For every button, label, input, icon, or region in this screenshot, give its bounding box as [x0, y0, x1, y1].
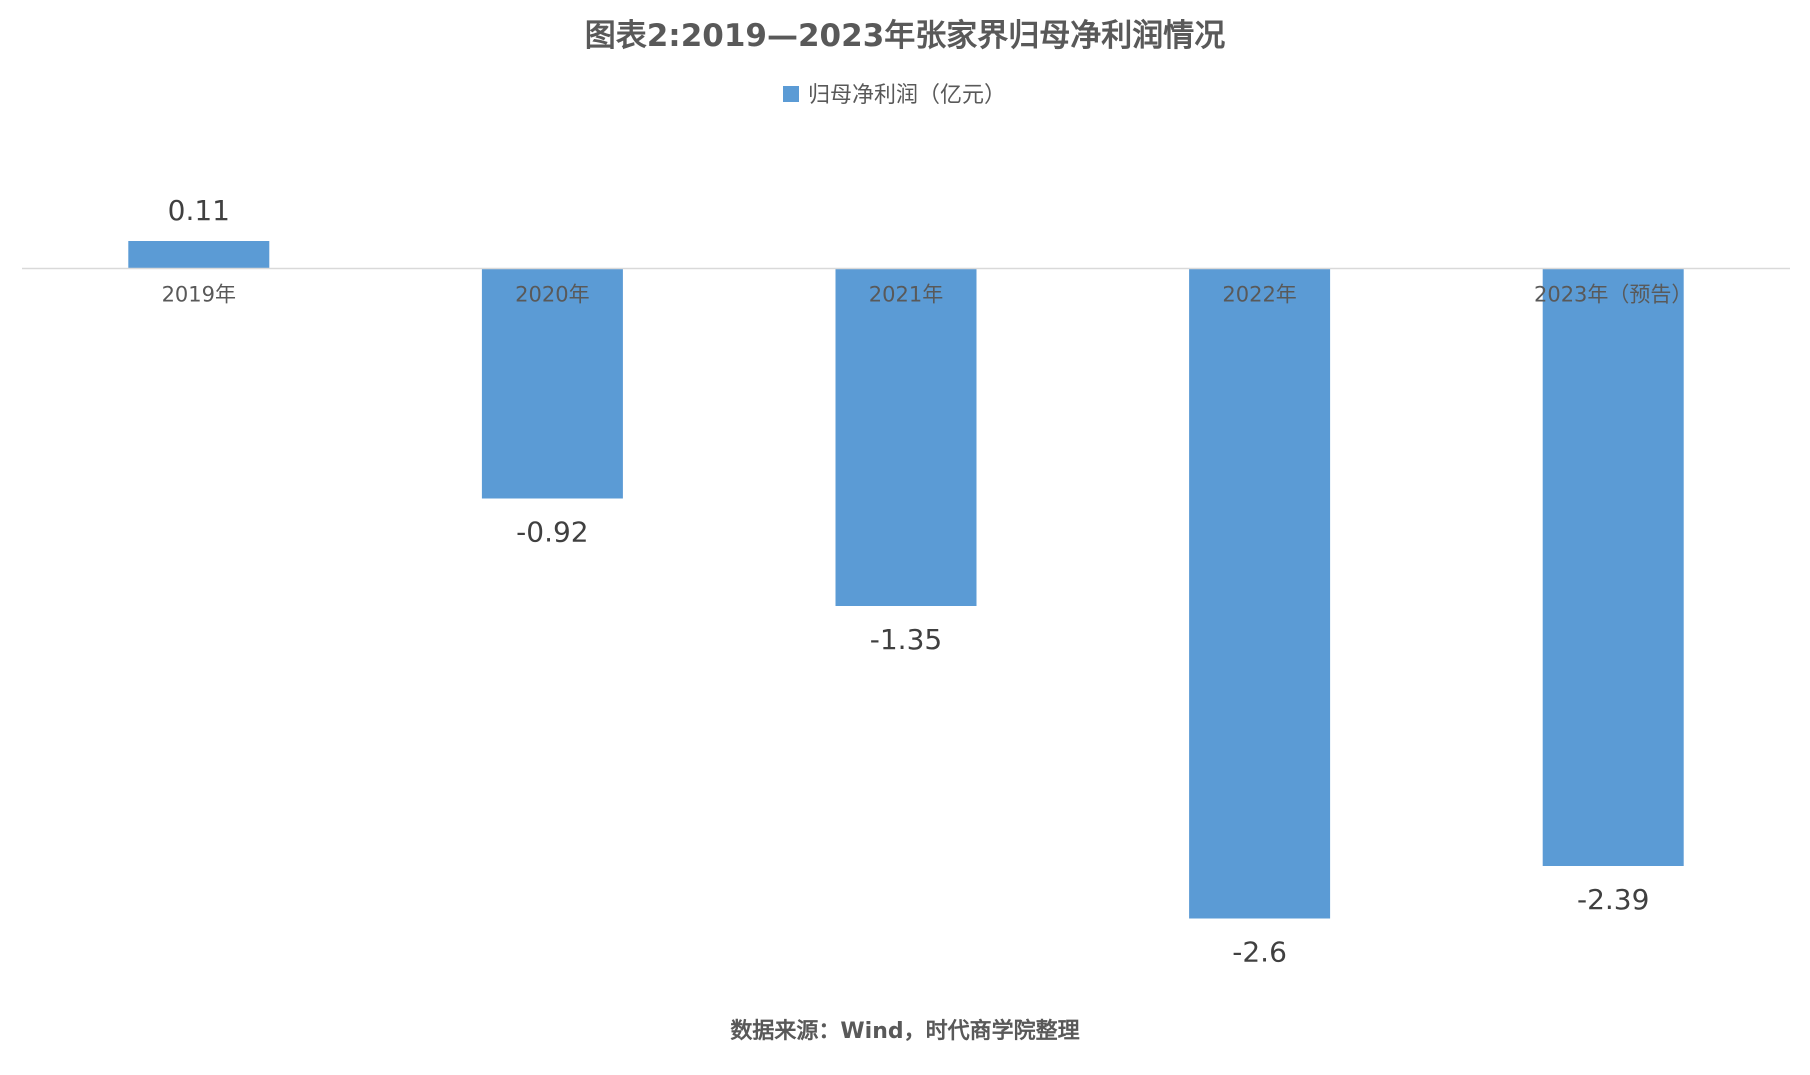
category-tick-label: 2020年	[515, 283, 589, 307]
bar	[1189, 268, 1331, 919]
category-tick-label: 2021年	[869, 283, 943, 307]
data-label: -2.39	[1577, 883, 1649, 916]
bar	[481, 268, 623, 499]
legend-swatch	[783, 86, 799, 102]
bar	[1542, 268, 1684, 866]
category-tick-labels: 2019年 2020年 2021年 2022年 2023年（预告）	[162, 283, 1693, 307]
chart-title: 图表2:2019—2023年张家界归母净利润情况	[585, 18, 1226, 54]
bar	[128, 241, 270, 269]
data-label: -1.35	[870, 623, 942, 656]
data-label: -0.92	[516, 516, 588, 549]
category-tick-label: 2022年	[1222, 283, 1296, 307]
data-label: -2.6	[1232, 936, 1287, 969]
data-labels: 0.11 -0.92 -1.35 -2.6 -2.39	[168, 194, 1650, 969]
category-tick-label: 2019年	[162, 283, 236, 307]
category-tick-label: 2023年（预告）	[1534, 283, 1692, 307]
source-note: 数据来源：Wind，时代商学院整理	[730, 1018, 1079, 1044]
bars	[128, 241, 1684, 919]
legend-label: 归母净利润（亿元）	[808, 83, 1006, 108]
data-label: 0.11	[168, 194, 230, 227]
legend: 归母净利润（亿元）	[783, 83, 1006, 108]
bar	[835, 268, 977, 606]
